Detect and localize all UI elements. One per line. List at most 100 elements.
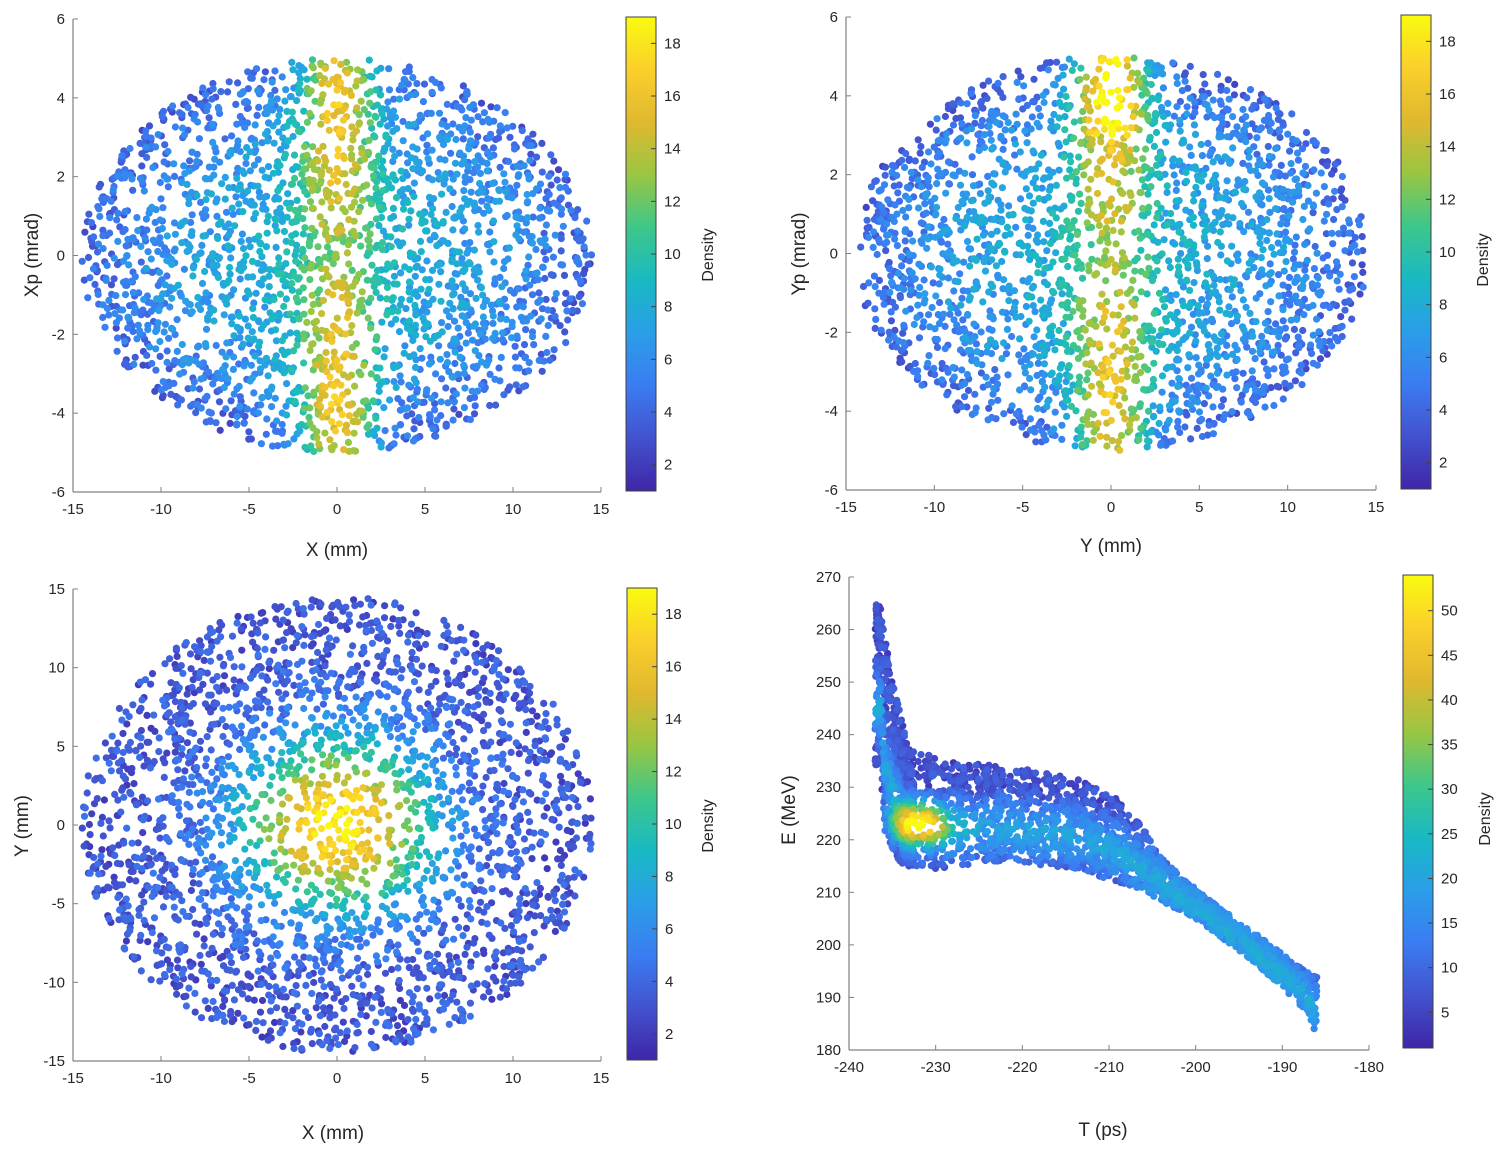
scatter-point bbox=[163, 347, 171, 355]
scatter-point bbox=[1298, 285, 1306, 293]
scatter-point bbox=[1159, 84, 1167, 92]
scatter-point bbox=[373, 67, 381, 75]
scatter-point bbox=[1137, 424, 1145, 432]
scatter-point bbox=[432, 370, 440, 378]
scatter-point bbox=[1259, 246, 1267, 254]
scatter-point bbox=[1258, 266, 1266, 274]
scatter-point bbox=[443, 100, 451, 108]
scatter-point bbox=[489, 334, 497, 342]
scatter-point bbox=[1075, 373, 1083, 381]
scatter-point bbox=[398, 81, 406, 89]
scatter-point bbox=[1224, 76, 1232, 84]
scatter-point bbox=[236, 402, 244, 410]
scatter-point bbox=[1023, 139, 1031, 147]
scatter-point bbox=[1181, 423, 1189, 431]
scatter-point bbox=[1261, 319, 1269, 327]
scatter-point bbox=[1263, 236, 1271, 245]
scatter-point bbox=[1136, 328, 1144, 336]
scatter-point bbox=[99, 245, 107, 253]
scatter-point bbox=[1077, 138, 1085, 146]
scatter-point bbox=[204, 316, 212, 324]
scatter-point bbox=[390, 440, 398, 448]
scatter-point bbox=[1205, 183, 1213, 191]
scatter-point bbox=[1163, 188, 1171, 197]
scatter-point bbox=[1320, 217, 1328, 225]
scatter-point bbox=[1181, 77, 1189, 85]
scatter-point bbox=[179, 124, 187, 132]
scatter-point bbox=[505, 244, 513, 252]
scatter-point bbox=[920, 299, 928, 307]
scatter-point bbox=[121, 226, 129, 234]
scatter-point bbox=[1216, 97, 1224, 105]
scatter-point bbox=[1072, 179, 1080, 188]
scatter-point bbox=[1165, 402, 1173, 410]
scatter-point bbox=[1151, 116, 1159, 124]
scatter-point bbox=[263, 218, 271, 226]
scatter-point bbox=[564, 316, 572, 324]
scatter-point bbox=[544, 306, 552, 314]
scatter-point bbox=[268, 315, 276, 323]
scatter-point bbox=[1011, 140, 1019, 148]
scatter-point bbox=[1013, 165, 1021, 173]
scatter-point bbox=[424, 155, 432, 163]
scatter-point bbox=[1043, 281, 1051, 289]
scatter-point bbox=[152, 327, 160, 336]
scatter-point bbox=[1328, 170, 1336, 178]
scatter-point bbox=[1040, 360, 1048, 368]
scatter-point bbox=[890, 182, 898, 190]
scatter-point bbox=[1052, 181, 1060, 189]
scatter-point bbox=[314, 147, 323, 155]
scatter-point bbox=[1283, 220, 1291, 228]
scatter-point bbox=[1048, 209, 1056, 217]
scatter-point bbox=[1174, 423, 1182, 431]
scatter-point bbox=[944, 298, 953, 306]
scatter-point bbox=[286, 310, 294, 318]
scatter-point bbox=[1235, 131, 1243, 139]
scatter-point bbox=[448, 202, 456, 211]
scatter-point bbox=[303, 318, 311, 326]
scatter-point bbox=[1191, 103, 1199, 111]
scatter-point bbox=[206, 228, 214, 236]
scatter-point bbox=[365, 136, 373, 144]
scatter-point bbox=[1253, 134, 1261, 142]
scatter-point bbox=[983, 94, 991, 102]
scatter-point bbox=[348, 155, 356, 163]
scatter-point bbox=[512, 231, 520, 239]
scatter-point bbox=[1233, 123, 1241, 131]
scatter-point bbox=[1239, 335, 1247, 343]
scatter-point bbox=[242, 159, 250, 168]
scatter-point bbox=[1127, 167, 1135, 175]
scatter-point bbox=[418, 354, 426, 362]
scatter-point bbox=[1078, 264, 1086, 272]
scatter-point bbox=[378, 239, 387, 247]
scatter-point bbox=[533, 153, 541, 161]
scatter-point bbox=[1003, 325, 1011, 333]
scatter-point bbox=[1190, 121, 1198, 129]
scatter-point bbox=[1060, 63, 1069, 71]
scatter-point bbox=[347, 91, 355, 99]
scatter-point bbox=[342, 180, 350, 189]
scatter-point bbox=[389, 127, 397, 135]
scatter-point bbox=[1238, 199, 1246, 208]
scatter-point bbox=[1041, 383, 1049, 391]
scatter-point bbox=[131, 304, 139, 312]
scatter-point bbox=[333, 314, 341, 322]
scatter-point bbox=[1239, 159, 1247, 167]
scatter-point bbox=[330, 172, 338, 180]
scatter-point bbox=[558, 205, 566, 213]
scatter-point bbox=[1348, 259, 1357, 267]
scatter-point bbox=[295, 69, 303, 77]
scatter-point bbox=[462, 114, 470, 122]
scatter-point bbox=[1205, 392, 1213, 400]
scatter-point bbox=[1306, 225, 1314, 233]
scatter-point bbox=[1230, 91, 1238, 99]
scatter-point bbox=[887, 308, 895, 316]
scatter-point bbox=[1242, 113, 1250, 121]
scatter-point bbox=[1212, 336, 1220, 344]
scatter-point bbox=[1231, 80, 1239, 88]
scatter-point bbox=[329, 260, 337, 268]
scatter-point bbox=[968, 153, 976, 161]
scatter-point bbox=[1155, 170, 1163, 178]
scatter-point bbox=[1034, 261, 1043, 269]
scatter-point bbox=[159, 204, 167, 212]
